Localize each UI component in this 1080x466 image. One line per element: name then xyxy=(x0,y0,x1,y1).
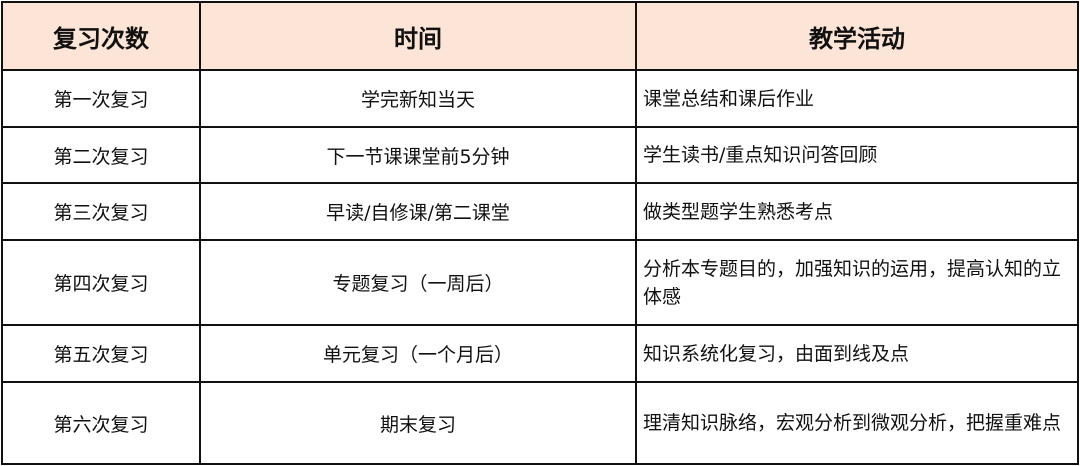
cell-time: 下一节课课堂前5分钟 xyxy=(199,126,637,184)
cell-activity: 知识系统化复习，由面到线及点 xyxy=(635,324,1079,383)
header-round: 复习次数 xyxy=(1,1,201,71)
cell-time: 早读/自修课/第二课堂 xyxy=(199,182,637,241)
table-row: 第一次复习 学完新知当天 课堂总结和课后作业 xyxy=(1,69,1079,128)
cell-activity: 课堂总结和课后作业 xyxy=(635,69,1079,128)
cell-activity: 学生读书/重点知识问答回顾 xyxy=(635,126,1079,184)
cell-time: 专题复习（一周后） xyxy=(199,239,637,326)
cell-activity: 理清知识脉络，宏观分析到微观分析，把握重难点 xyxy=(635,381,1079,465)
cell-round: 第五次复习 xyxy=(1,324,201,383)
cell-activity: 做类型题学生熟悉考点 xyxy=(635,182,1079,241)
cell-round: 第四次复习 xyxy=(1,239,201,326)
cell-time: 期末复习 xyxy=(199,381,637,465)
table-row: 第六次复习 期末复习 理清知识脉络，宏观分析到微观分析，把握重难点 xyxy=(1,381,1079,465)
table-row: 第五次复习 单元复习（一个月后） 知识系统化复习，由面到线及点 xyxy=(1,324,1079,383)
header-row: 复习次数 时间 教学活动 xyxy=(1,1,1079,71)
cell-round: 第二次复习 xyxy=(1,126,201,184)
table-row: 第四次复习 专题复习（一周后） 分析本专题目的，加强知识的运用，提高认知的立体感 xyxy=(1,239,1079,326)
cell-time: 学完新知当天 xyxy=(199,69,637,128)
table-row: 第三次复习 早读/自修课/第二课堂 做类型题学生熟悉考点 xyxy=(1,182,1079,241)
header-activity: 教学活动 xyxy=(635,1,1079,71)
cell-time: 单元复习（一个月后） xyxy=(199,324,637,383)
table-row: 第二次复习 下一节课课堂前5分钟 学生读书/重点知识问答回顾 xyxy=(1,126,1079,184)
cell-round: 第三次复习 xyxy=(1,182,201,241)
header-time: 时间 xyxy=(199,1,637,71)
cell-round: 第六次复习 xyxy=(1,381,201,465)
cell-round: 第一次复习 xyxy=(1,69,201,128)
cell-activity: 分析本专题目的，加强知识的运用，提高认知的立体感 xyxy=(635,239,1079,326)
